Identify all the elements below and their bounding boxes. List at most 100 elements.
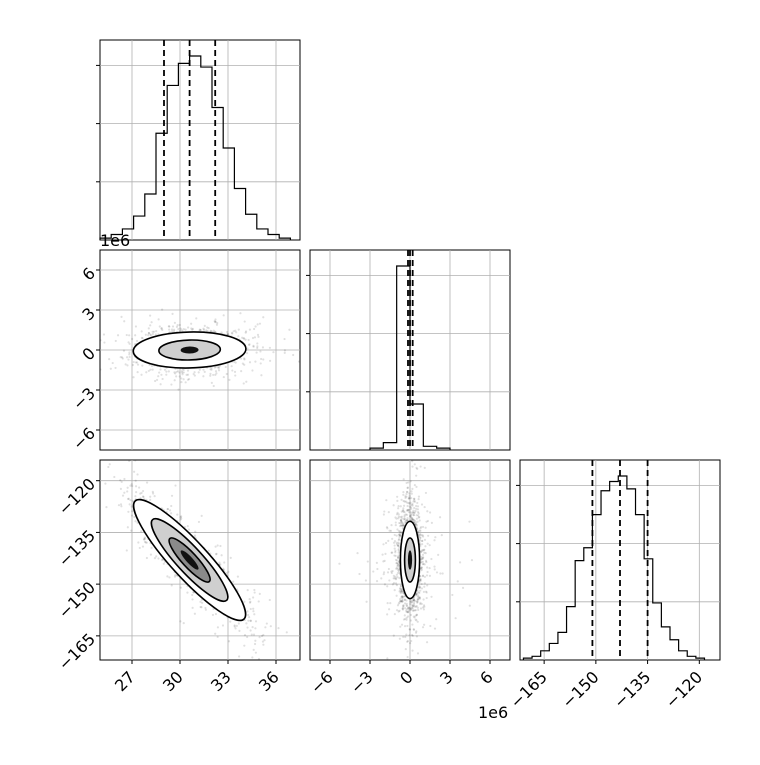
sample-point xyxy=(253,336,257,339)
sample-point xyxy=(168,325,171,328)
sample-point xyxy=(233,370,237,374)
sample-point xyxy=(129,498,132,502)
sample-point xyxy=(186,591,189,594)
sample-point xyxy=(407,501,410,505)
sample-point xyxy=(470,559,474,562)
sample-point xyxy=(416,511,420,514)
sample-point xyxy=(182,622,185,625)
sample-point xyxy=(401,599,404,602)
sample-point xyxy=(233,360,236,363)
sample-point xyxy=(216,544,219,547)
sample-point xyxy=(414,594,418,597)
sample-point xyxy=(155,330,158,333)
sample-point xyxy=(398,535,401,539)
sample-point xyxy=(253,591,256,594)
sample-point xyxy=(423,548,426,551)
sample-point xyxy=(422,608,426,611)
sample-point xyxy=(403,511,406,514)
sample-point xyxy=(397,544,400,547)
sample-point xyxy=(413,497,416,500)
sample-point xyxy=(400,623,404,626)
sample-point xyxy=(386,527,389,530)
scatter-panel-1-frame xyxy=(99,459,301,661)
sample-point xyxy=(166,575,169,578)
sample-point xyxy=(409,501,412,504)
sample-point xyxy=(410,516,413,519)
sample-point xyxy=(193,374,196,377)
sample-point xyxy=(254,325,257,328)
sample-point xyxy=(125,356,129,359)
y-tick-label-2-1: −150 xyxy=(55,578,100,623)
sample-point xyxy=(399,519,403,523)
sample-point xyxy=(398,587,402,590)
sample-point xyxy=(261,346,265,349)
sample-point xyxy=(114,366,117,370)
sample-point xyxy=(231,369,234,372)
sample-point xyxy=(214,632,217,635)
sample-point xyxy=(176,370,180,373)
sample-point xyxy=(167,370,170,373)
y-tick-label-1-2: 0 xyxy=(78,344,99,365)
sample-point xyxy=(413,616,416,619)
sample-point xyxy=(422,556,425,559)
sample-point xyxy=(295,693,297,695)
sample-point xyxy=(128,355,131,359)
sample-point xyxy=(201,601,204,604)
sample-point xyxy=(416,652,420,655)
sample-point xyxy=(393,588,396,592)
sample-point xyxy=(252,345,255,348)
panel-content xyxy=(338,460,474,660)
sample-point xyxy=(71,314,73,316)
sample-point xyxy=(130,483,133,486)
sample-point xyxy=(421,534,424,537)
sample-point xyxy=(404,520,407,523)
sample-point xyxy=(405,495,408,498)
sample-point xyxy=(119,503,123,506)
sample-point xyxy=(114,339,117,343)
sample-point xyxy=(389,529,393,532)
sample-point xyxy=(216,321,219,325)
sample-point xyxy=(397,548,400,551)
sample-point xyxy=(417,584,420,587)
sample-point xyxy=(176,324,179,327)
sample-point xyxy=(375,561,378,564)
sample-point xyxy=(141,495,145,498)
sample-point xyxy=(426,584,429,587)
sample-point xyxy=(160,559,164,562)
sample-point xyxy=(409,602,412,606)
sample-point xyxy=(396,571,400,575)
sample-point xyxy=(127,358,130,361)
sample-point xyxy=(397,564,400,567)
sample-point xyxy=(180,377,183,380)
sample-point xyxy=(410,639,413,643)
sample-point xyxy=(214,612,218,616)
sample-point xyxy=(408,607,411,610)
sample-point xyxy=(248,361,252,364)
sample-point xyxy=(260,634,264,638)
sample-point xyxy=(400,524,403,527)
sample-point xyxy=(414,521,418,524)
sample-point xyxy=(398,601,401,604)
sample-point xyxy=(179,516,182,519)
sample-point xyxy=(397,562,400,565)
sample-point xyxy=(421,539,424,543)
sample-point xyxy=(134,495,137,498)
x-tick-label-0-0: 27 xyxy=(111,667,139,695)
sample-point xyxy=(247,613,250,617)
sample-point xyxy=(381,553,384,556)
sample-point xyxy=(405,509,409,512)
sample-point xyxy=(399,584,403,587)
sample-point xyxy=(407,606,410,609)
sample-point xyxy=(413,463,416,466)
sample-point xyxy=(428,511,432,514)
sample-point xyxy=(259,350,262,353)
sample-point xyxy=(170,494,174,497)
sample-point xyxy=(415,507,418,510)
sample-point xyxy=(179,586,182,589)
sample-point xyxy=(178,371,181,374)
sample-point xyxy=(412,513,415,517)
sample-point xyxy=(180,328,183,331)
sample-point xyxy=(382,543,385,546)
sample-point xyxy=(32,451,34,453)
sample-point xyxy=(415,605,418,608)
